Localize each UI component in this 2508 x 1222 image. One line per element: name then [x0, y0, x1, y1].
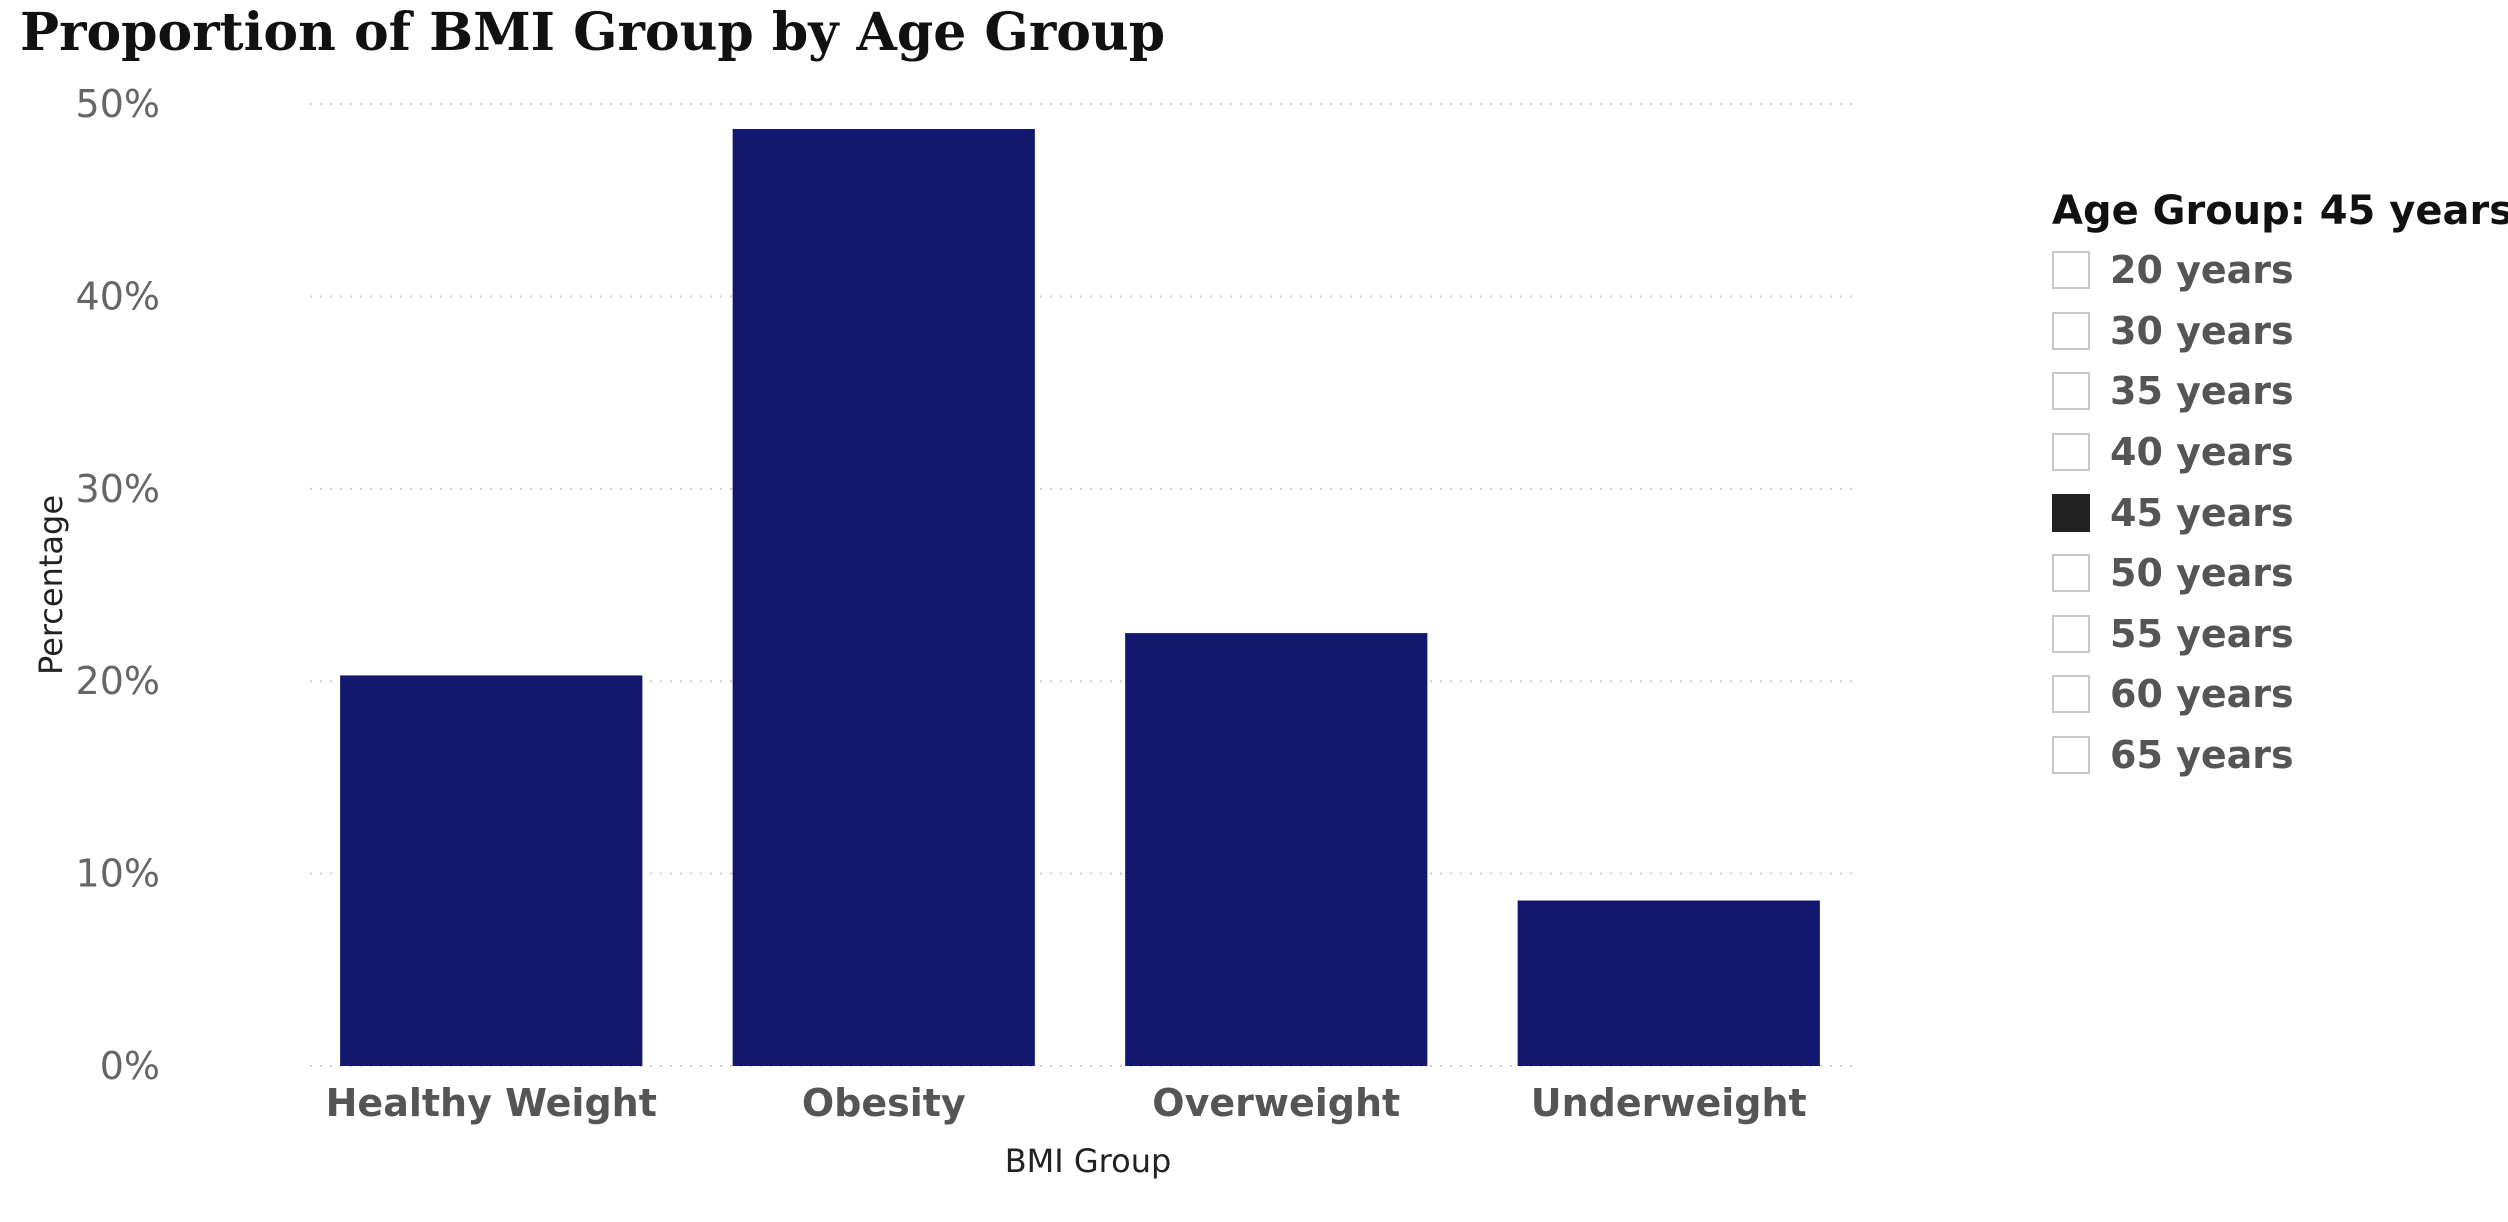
slicer-item-label: 55 years: [2110, 611, 2294, 656]
slicer-item-label: 50 years: [2110, 551, 2294, 596]
age-group-slicer: Age Group: 45 years 20 years 30 years 35 y…: [2052, 188, 2508, 785]
slicer-item[interactable]: 30 years: [2052, 301, 2508, 362]
x-tick-label: Obesity: [802, 1081, 966, 1125]
y-axis-title: Percentage: [32, 495, 70, 675]
slicer-item-label: 40 years: [2110, 430, 2294, 475]
checkbox[interactable]: [2052, 675, 2090, 714]
y-tick-label: 40%: [76, 274, 160, 318]
y-tick-label: 50%: [76, 82, 160, 126]
bar[interactable]: [732, 129, 1035, 1067]
slicer-item[interactable]: 55 years: [2052, 604, 2508, 665]
slicer-item[interactable]: 50 years: [2052, 543, 2508, 604]
x-tick-label: Underweight: [1531, 1081, 1807, 1125]
y-axis-ticks: 0% 10% 20% 30% 40% 50%: [76, 82, 160, 1088]
x-tick-label: Overweight: [1152, 1081, 1400, 1125]
checkbox[interactable]: [2052, 554, 2090, 593]
checkbox[interactable]: [2052, 251, 2090, 290]
slicer-item-label: 65 years: [2110, 733, 2294, 778]
bars: [340, 129, 1820, 1067]
slicer-item[interactable]: 65 years: [2052, 725, 2508, 786]
y-tick-label: 0%: [100, 1044, 160, 1088]
slicer-item[interactable]: 60 years: [2052, 664, 2508, 725]
slicer-item-label: 20 years: [2110, 248, 2294, 293]
checkbox[interactable]: [2052, 493, 2090, 532]
chart-title: Proportion of BMI Group by Age Group: [20, 2, 1166, 63]
slicer-items: 20 years 30 years 35 years 40 years 45 years…: [2052, 240, 2508, 785]
checkbox[interactable]: [2052, 736, 2090, 775]
bar-chart: 0% 10% 20% 30% 40% 50% Healthy Weight Obesity O…: [32, 82, 1860, 1180]
y-tick-label: 10%: [76, 852, 160, 896]
slicer-item[interactable]: 45 years: [2052, 482, 2508, 543]
bar[interactable]: [340, 675, 643, 1066]
bar[interactable]: [1125, 633, 1428, 1066]
slicer-title: Age Group: 45 years: [2052, 188, 2508, 234]
x-tick-label: Healthy Weight: [326, 1081, 657, 1125]
slicer-item[interactable]: 40 years: [2052, 422, 2508, 483]
slicer-item[interactable]: 20 years: [2052, 240, 2508, 301]
slicer-item[interactable]: 35 years: [2052, 361, 2508, 422]
y-tick-label: 20%: [76, 659, 160, 703]
slicer-item-label: 45 years: [2110, 490, 2294, 535]
slicer-item-label: 60 years: [2110, 672, 2294, 717]
checkbox[interactable]: [2052, 311, 2090, 350]
checkbox[interactable]: [2052, 614, 2090, 653]
checkbox[interactable]: [2052, 372, 2090, 411]
x-axis-title: BMI Group: [1005, 1142, 1172, 1180]
y-tick-label: 30%: [76, 467, 160, 511]
x-axis-ticks: Healthy Weight Obesity Overweight Underweig…: [326, 1081, 1807, 1125]
slicer-item-label: 30 years: [2110, 308, 2294, 353]
checkbox[interactable]: [2052, 433, 2090, 472]
slicer-item-label: 35 years: [2110, 369, 2294, 414]
bar[interactable]: [1517, 900, 1820, 1066]
